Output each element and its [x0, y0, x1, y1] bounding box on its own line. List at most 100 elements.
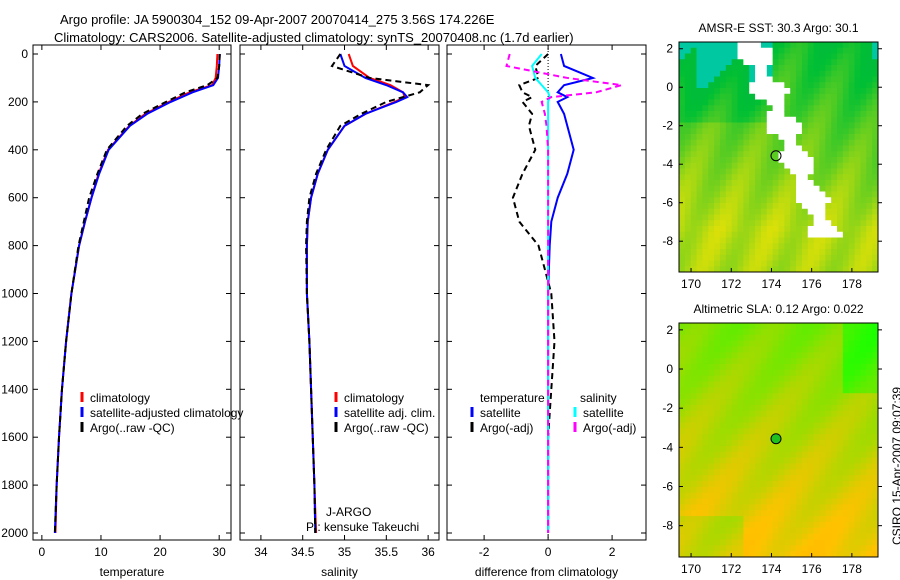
- map-cell: [866, 516, 873, 523]
- map-cell: [743, 243, 750, 250]
- map-cell: [719, 510, 727, 517]
- map-cell: [813, 93, 820, 100]
- map-cell: [702, 551, 709, 558]
- map-cell: [784, 428, 791, 435]
- map-cell: [807, 249, 815, 256]
- map-cell: [866, 434, 873, 441]
- map-cell: [690, 105, 698, 112]
- map-cell: [696, 346, 703, 353]
- map-cell: [696, 428, 703, 435]
- map-cell: [819, 504, 826, 511]
- map-cell: [866, 440, 873, 447]
- map-cell: [731, 492, 739, 499]
- map-cell: [772, 375, 779, 382]
- map-cell: [737, 328, 744, 336]
- map-cell: [708, 226, 715, 233]
- map-cell: [866, 334, 873, 342]
- map-cell: [719, 358, 727, 365]
- map-cell: [801, 399, 809, 406]
- map-cell: [831, 197, 838, 204]
- map-cell: [831, 174, 838, 181]
- map-cell: [837, 323, 844, 330]
- map-cell: [690, 422, 698, 429]
- map-cell: [708, 416, 715, 423]
- map-cell: [825, 254, 832, 261]
- map-cell: [842, 521, 850, 529]
- map-cell: [778, 191, 785, 198]
- map-cell: [842, 451, 850, 459]
- map-cell: [725, 527, 733, 535]
- map-cell: [825, 475, 832, 482]
- map-cell: [866, 352, 873, 359]
- map-cell: [755, 451, 762, 459]
- map-cell: [766, 254, 774, 261]
- map-cell: [760, 47, 768, 54]
- map-cell: [790, 134, 797, 141]
- map-cell: [690, 157, 698, 164]
- map-cell: [842, 197, 850, 204]
- map-cell: [819, 328, 826, 336]
- map-cell: [842, 504, 850, 511]
- series-line-climatology: [305, 53, 406, 534]
- map-cell: [837, 185, 844, 192]
- map-cell: [819, 475, 826, 482]
- map-cell: [778, 237, 785, 244]
- map-cell: [872, 340, 879, 347]
- map-cell: [848, 498, 856, 505]
- map-cell: [766, 551, 774, 558]
- map-cell: [866, 416, 873, 423]
- map-cell: [825, 328, 832, 336]
- map-cell: [743, 498, 750, 505]
- map-cell: [819, 480, 826, 488]
- map-cell: [837, 410, 844, 418]
- map-cell: [684, 226, 692, 233]
- map-cell: [860, 174, 867, 181]
- map-cell: [708, 510, 715, 517]
- map-cell: [725, 510, 733, 517]
- map-cell: [708, 363, 715, 371]
- map-cell: [819, 410, 826, 418]
- map-cell: [702, 457, 709, 464]
- map-cell: [831, 463, 838, 470]
- map-cell: [749, 527, 756, 535]
- map-cell: [714, 214, 721, 221]
- map-cell: [842, 340, 850, 347]
- map-cell: [749, 59, 756, 66]
- map-cell: [749, 93, 756, 100]
- map-cell: [690, 434, 698, 441]
- map-cell: [755, 168, 762, 175]
- map-cell: [866, 340, 873, 347]
- map-cell: [860, 451, 867, 459]
- map-cell: [766, 346, 774, 353]
- map-cell: [719, 226, 727, 233]
- map-cell: [725, 451, 733, 459]
- map-cell: [679, 486, 686, 494]
- map-cell: [684, 231, 692, 238]
- map-cell: [725, 375, 733, 382]
- map-cell: [766, 116, 774, 123]
- map-cell: [831, 428, 838, 435]
- map-cell: [813, 410, 820, 418]
- map-cell: [725, 249, 733, 256]
- map-cell: [690, 527, 698, 535]
- map-cell: [837, 440, 844, 447]
- map-cell: [679, 475, 686, 482]
- map-cell: [725, 88, 733, 95]
- map-cell: [872, 328, 879, 336]
- map-cell: [801, 323, 809, 330]
- map-cell: [796, 358, 803, 365]
- map-cell: [842, 358, 850, 365]
- map-cell: [760, 203, 768, 210]
- map-cell: [690, 393, 698, 400]
- map-cell: [755, 527, 762, 535]
- map-cell: [772, 139, 779, 146]
- map-cell: [684, 203, 692, 210]
- map-cell: [702, 116, 709, 123]
- map-cell: [778, 510, 785, 517]
- map-cell: [842, 463, 850, 470]
- map-cell: [807, 220, 815, 227]
- map-cell: [749, 475, 756, 482]
- map-cell: [842, 185, 850, 192]
- map-cell: [837, 428, 844, 435]
- map-cell: [784, 416, 791, 423]
